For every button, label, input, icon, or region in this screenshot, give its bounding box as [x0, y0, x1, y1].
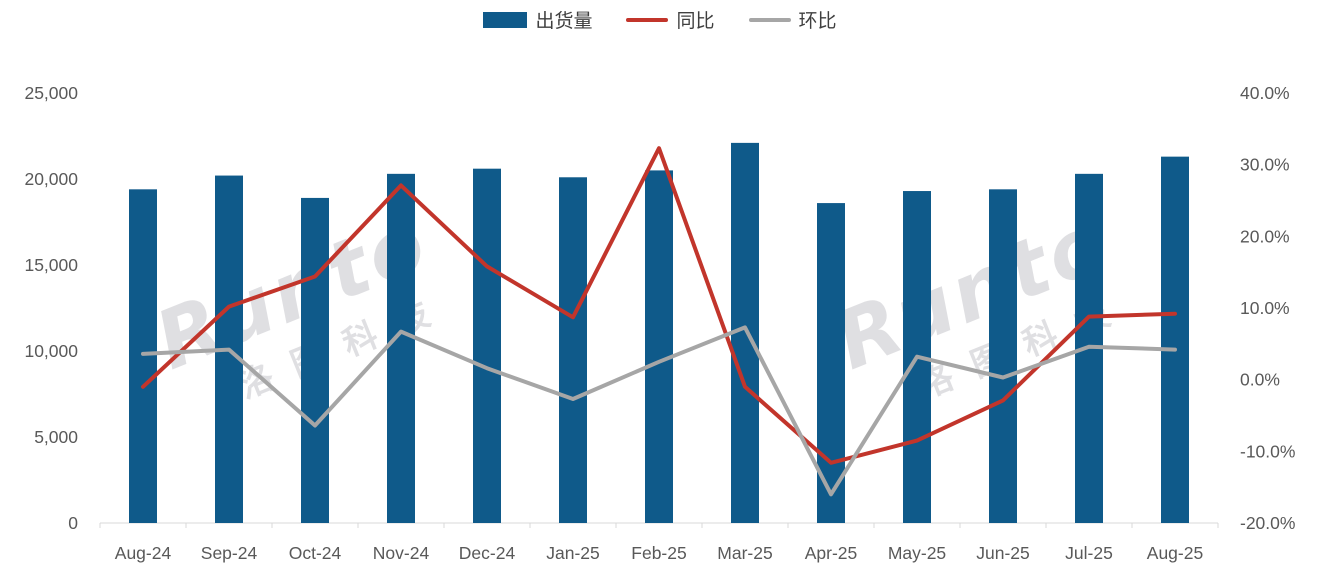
x-axis-label: Mar-25 — [717, 543, 772, 563]
legend: 出货量 同比 环比 — [0, 6, 1320, 33]
legend-item-mom[interactable]: 环比 — [748, 6, 837, 33]
right-axis-tick-label: 20.0% — [1240, 226, 1290, 246]
right-axis-tick-label: 40.0% — [1240, 83, 1290, 103]
bar-Oct-24[interactable] — [301, 197, 329, 524]
x-axis-label: Oct-24 — [289, 543, 342, 563]
left-axis-tick-label: 5,000 — [34, 427, 78, 447]
x-axis-label: Aug-25 — [1147, 543, 1203, 563]
legend-label-shipments: 出货量 — [535, 11, 593, 32]
left-axis-tick-label: 15,000 — [24, 255, 78, 275]
left-axis-tick-label: 10,000 — [24, 341, 78, 361]
bar-Aug-25[interactable] — [1161, 156, 1189, 523]
legend-item-shipments[interactable]: 出货量 — [483, 6, 592, 33]
legend-label-mom: 环比 — [798, 11, 837, 32]
x-axis-label: Feb-25 — [631, 543, 686, 563]
right-axis-tick-label: -10.0% — [1240, 441, 1295, 461]
legend-label-yoy: 同比 — [676, 11, 715, 32]
x-axis-label: Sep-24 — [201, 543, 258, 563]
bar-Apr-25[interactable] — [817, 203, 845, 523]
x-axis-label: Dec-24 — [459, 543, 516, 563]
bar-swatch-icon — [483, 11, 528, 28]
right-axis-tick-label: 30.0% — [1240, 155, 1290, 175]
yoy-line[interactable] — [141, 146, 1177, 465]
bar-Feb-25[interactable] — [645, 170, 673, 523]
bar-Nov-24[interactable] — [387, 173, 415, 523]
bar-Dec-24[interactable] — [473, 168, 501, 523]
right-axis-tick-label: 0.0% — [1240, 370, 1280, 390]
right-axis-tick-label: -20.0% — [1240, 513, 1295, 533]
left-axis-tick-label: 25,000 — [24, 83, 78, 103]
x-axis-label: Jan-25 — [546, 543, 600, 563]
x-axis-label: May-25 — [888, 543, 946, 563]
mom-line[interactable] — [141, 325, 1177, 497]
bar-Jun-25[interactable] — [989, 189, 1017, 523]
line-swatch-mom-icon — [748, 17, 791, 22]
bar-Aug-24[interactable] — [129, 189, 157, 523]
x-axis-label: Apr-25 — [805, 543, 858, 563]
x-axis-label: Aug-24 — [115, 543, 172, 563]
x-axis-label: Jul-25 — [1065, 543, 1113, 563]
bar-Jan-25[interactable] — [559, 177, 587, 523]
x-axis-label: Nov-24 — [373, 543, 430, 563]
legend-item-yoy[interactable]: 同比 — [626, 6, 715, 33]
right-axis-tick-label: 10.0% — [1240, 298, 1290, 318]
x-axis-label: Jun-25 — [976, 543, 1030, 563]
left-axis-tick-label: 0 — [68, 513, 78, 533]
line-swatch-yoy-icon — [626, 17, 669, 22]
left-axis-tick-label: 20,000 — [24, 169, 78, 189]
